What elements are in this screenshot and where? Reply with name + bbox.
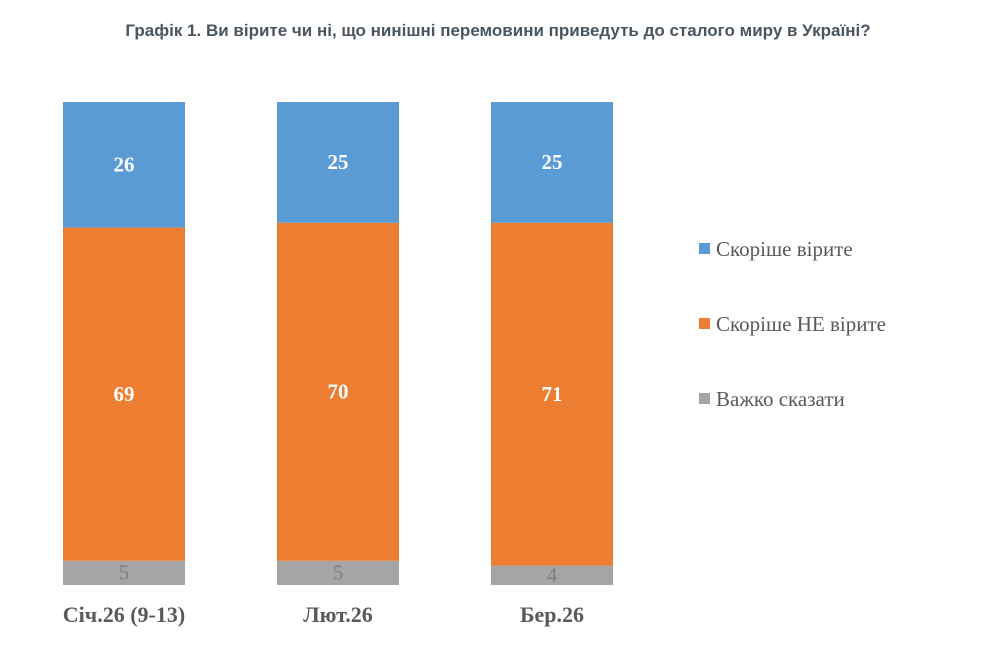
bar-segment [63,227,185,561]
legend-swatch [699,393,710,404]
bar-segment [277,560,399,585]
value-label: 26 [114,153,135,177]
bar-segment [277,222,399,561]
x-tick-label: Бер.26 [520,602,584,627]
bar-segment [491,565,613,585]
chart-title: Графік 1. Ви вірите чи ні, що нинішні пе… [125,21,870,40]
legend-label: Скоріше НЕ вірите [716,312,886,336]
bar-segment [491,102,613,223]
bar-segment [277,102,399,223]
legend-swatch [699,318,710,329]
value-label: 25 [328,150,349,174]
value-label: 5 [333,561,344,585]
value-label: 69 [114,382,135,406]
bar-segment [63,560,185,585]
bar-segment [63,102,185,228]
value-label: 25 [542,150,563,174]
value-label: 71 [542,382,563,406]
value-label: 4 [547,563,558,587]
legend-label: Скоріше вірите [716,237,853,261]
legend-swatch [699,243,710,254]
bar-segment [491,222,613,566]
x-tick-label: Лют.26 [303,602,373,627]
x-tick-label: Січ.26 (9-13) [63,602,185,627]
value-label: 5 [119,561,130,585]
value-label: 70 [328,380,349,404]
legend-label: Важко сказати [716,387,845,411]
